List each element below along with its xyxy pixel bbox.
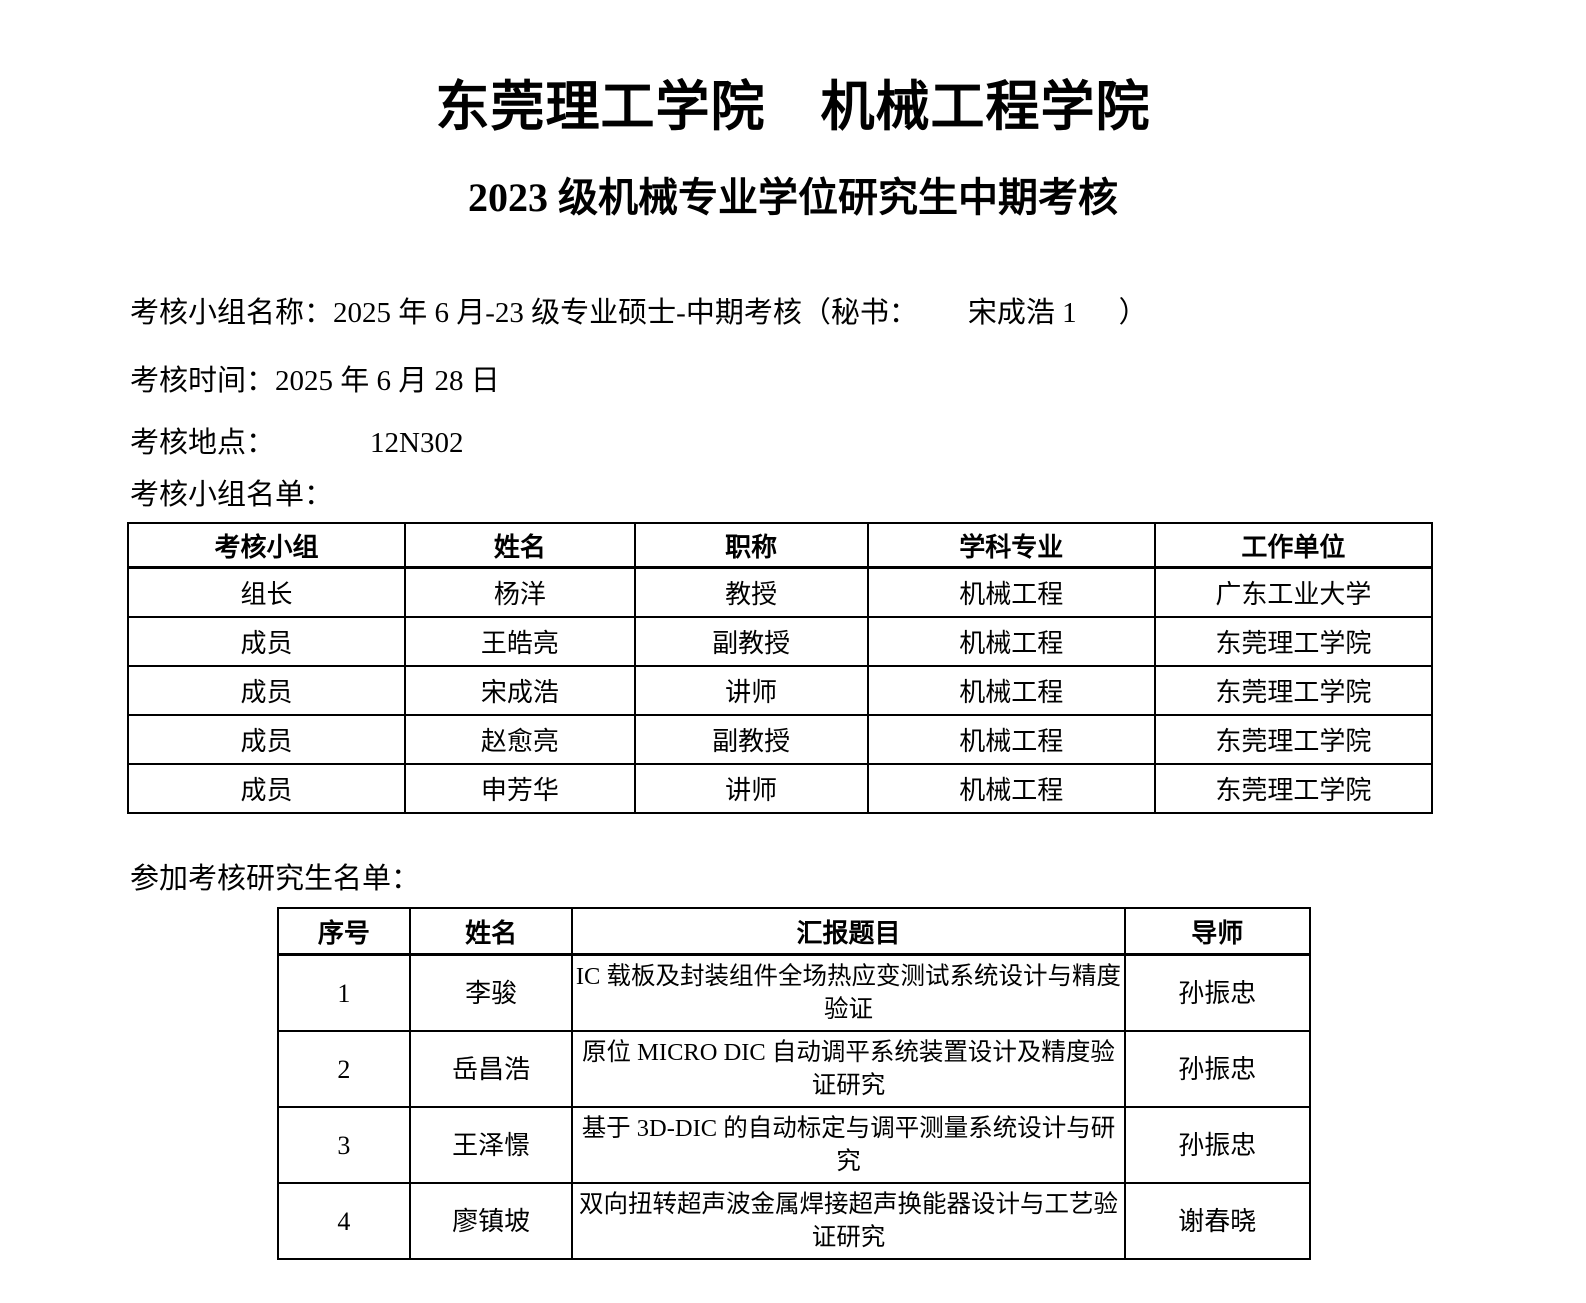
table-row: 组长 杨洋 教授 机械工程 广东工业大学 [126,566,1434,619]
table-cell: 廖镇坡 [408,1182,574,1261]
table-cell: 广东工业大学 [1153,566,1434,619]
committee-header-group: 考核小组 [126,522,407,570]
document-page: 东莞理工学院 机械工程学院 2023 级机械专业学位研究生中期考核 考核小组名称… [0,72,1586,1303]
table-cell: 东莞理工学院 [1153,616,1434,668]
document-subtitle: 2023 级机械专业学位研究生中期考核 [468,175,1118,221]
table-cell: 岳昌浩 [408,1030,574,1109]
table-cell: 4 [277,1182,411,1261]
table-cell: 东莞理工学院 [1153,714,1434,766]
table-row: 3 王泽憬 基于 3D-DIC 的自动标定与调平测量系统设计与研究 孙振忠 [277,1106,1311,1185]
table-cell: 副教授 [633,714,869,766]
table-cell: 成员 [126,714,407,766]
table-cell: 成员 [126,616,407,668]
table-cell: 副教授 [633,616,869,668]
table-cell: 孙振忠 [1123,1030,1311,1109]
table-cell: 讲师 [633,665,869,717]
table-cell: 王泽憬 [408,1106,574,1185]
table-cell: IC 载板及封装组件全场热应变测试系统设计与精度验证 [571,953,1126,1033]
committee-table: 考核小组 姓名 职称 学科专业 工作单位 组长 杨洋 教授 机械工程 广东工业大… [126,522,1434,815]
table-row: 成员 王皓亮 副教授 机械工程 东莞理工学院 [126,616,1434,668]
secretary-name: 宋成浩 1 [967,297,1077,330]
table-cell: 双向扭转超声波金属焊接超声换能器设计与工艺验证研究 [571,1182,1126,1261]
table-cell: 基于 3D-DIC 的自动标定与调平测量系统设计与研究 [571,1106,1126,1185]
committee-header-employer: 工作单位 [1153,522,1434,570]
table-cell: 王皓亮 [404,616,636,668]
table-cell: 孙振忠 [1123,1106,1311,1185]
students-header-no: 序号 [277,907,411,957]
students-header-supervisor: 导师 [1123,907,1311,957]
committee-header-title: 职称 [633,522,869,570]
students-header-row: 序号 姓名 汇报题目 导师 [277,907,1311,957]
table-cell: 申芳华 [404,763,636,815]
table-row: 成员 宋成浩 讲师 机械工程 东莞理工学院 [126,665,1434,717]
committee-header-name: 姓名 [404,522,636,570]
table-cell: 谢春晓 [1123,1182,1311,1261]
table-cell: 讲师 [633,763,869,815]
table-cell: 机械工程 [866,616,1156,668]
table-row: 1 李骏 IC 载板及封装组件全场热应变测试系统设计与精度验证 孙振忠 [277,953,1311,1033]
table-cell: 东莞理工学院 [1153,665,1434,717]
time-line: 考核时间：2025 年 6 月 28 日 [130,362,1586,400]
table-cell: 1 [277,953,411,1033]
table-row: 成员 申芳华 讲师 机械工程 东莞理工学院 [126,763,1434,815]
committee-header-discipline: 学科专业 [866,522,1156,570]
table-cell: 原位 MICRO DIC 自动调平系统装置设计及精度验证研究 [571,1030,1126,1109]
location-value: 12N302 [370,427,464,460]
table-cell: 杨洋 [404,566,636,619]
table-cell: 孙振忠 [1123,953,1311,1033]
group-name-value: 2025 年 6 月-23 级专业硕士-中期考核（秘书： [333,297,918,330]
close-paren: ） [1118,297,1148,330]
students-header-topic: 汇报题目 [571,907,1126,957]
table-cell: 机械工程 [866,665,1156,717]
table-row: 4 廖镇坡 双向扭转超声波金属焊接超声换能器设计与工艺验证研究 谢春晓 [277,1182,1311,1261]
table-row: 2 岳昌浩 原位 MICRO DIC 自动调平系统装置设计及精度验证研究 孙振忠 [277,1030,1311,1109]
students-list-heading: 参加考核研究生名单： [130,863,421,896]
table-cell: 李骏 [408,953,574,1033]
group-name-line: 考核小组名称：2025 年 6 月-23 级专业硕士-中期考核（秘书： 宋成浩 1… [130,294,1586,332]
table-cell: 2 [277,1030,411,1109]
committee-list-label: 考核小组名单： [130,479,334,512]
table-cell: 3 [277,1106,411,1185]
table-cell: 成员 [126,665,407,717]
table-cell: 宋成浩 [404,665,636,717]
table-cell: 组长 [126,566,407,619]
table-cell: 教授 [633,566,869,619]
document-title: 东莞理工学院 机械工程学院 [435,77,1151,137]
table-cell: 机械工程 [866,566,1156,619]
committee-header-row: 考核小组 姓名 职称 学科专业 工作单位 [126,522,1434,570]
time-label: 考核时间： [130,365,276,398]
table-cell: 赵愈亮 [404,714,636,766]
location-label: 考核地点： [130,427,276,460]
time-value: 2025 年 6 月 28 日 [275,365,500,398]
table-cell: 机械工程 [866,714,1156,766]
group-name-label: 考核小组名称： [130,297,334,330]
table-cell: 东莞理工学院 [1153,763,1434,815]
location-line: 考核地点： 12N302 [130,424,1586,462]
students-table: 序号 姓名 汇报题目 导师 1 李骏 IC 载板及封装组件全场热应变测试系统设计… [277,907,1311,1261]
students-header-name: 姓名 [408,907,574,957]
table-cell: 机械工程 [866,763,1156,815]
table-row: 成员 赵愈亮 副教授 机械工程 东莞理工学院 [126,714,1434,766]
table-cell: 成员 [126,763,407,815]
